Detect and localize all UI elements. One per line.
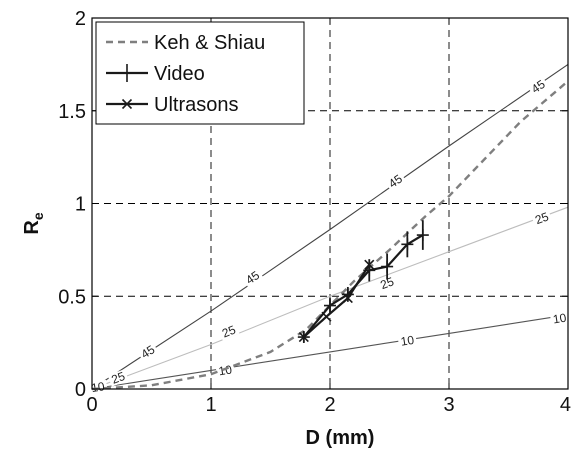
contour-label-10-1: 10 <box>218 362 234 378</box>
legend: Keh & Shiau Video Ultrasons <box>95 21 305 125</box>
contour-label-bg-10-2 <box>397 333 418 349</box>
legend-label-keh-shiau: Keh & Shiau <box>154 32 265 54</box>
series-ultrasons <box>298 259 375 343</box>
contour-label-bg-45-0 <box>137 341 159 362</box>
contour-label-bg-10-1 <box>215 363 236 378</box>
contour-label-bg-10-0 <box>88 379 108 395</box>
series-line-keh-shiau <box>91 80 569 391</box>
contour-label-25-1: 25 <box>220 322 238 340</box>
marker-video-6 <box>416 229 429 242</box>
x-tick-label-2: 2 <box>324 394 335 416</box>
contour-label-bg-45-2 <box>384 171 407 192</box>
contour-label-10-2: 10 <box>400 333 416 349</box>
axis-ticks <box>91 17 569 390</box>
contour-label-45-1: 45 <box>243 268 262 287</box>
series-keh-shiau <box>91 80 569 391</box>
y-tick-label-0: 0 <box>75 379 86 401</box>
x-tick-label-4: 4 <box>560 394 571 416</box>
x-tick-label-3: 3 <box>443 394 454 416</box>
series-line-ultrasons <box>303 264 371 338</box>
contour-line-45 <box>91 63 569 390</box>
y-axis-title: Re <box>21 212 46 234</box>
contour-label-bg-25-2 <box>376 274 398 293</box>
y-axis-title-main: R <box>21 220 43 235</box>
y-tick-label-3: 1.5 <box>58 101 86 123</box>
marker-ultrasons-1 <box>321 311 332 322</box>
contour-label-25-3: 25 <box>533 209 551 227</box>
contour-label-bg-45-1 <box>241 267 264 288</box>
marker-ultrasons-3 <box>364 259 375 270</box>
contour-label-25-2: 25 <box>378 274 396 292</box>
contour-label-bg-25-3 <box>531 209 553 228</box>
marker-video-1 <box>324 299 336 312</box>
marker-ultrasons-0 <box>298 331 309 343</box>
legend-marker-ultrasons <box>121 98 133 110</box>
contour-line-25 <box>91 206 569 390</box>
x-axis-title: D (mm) <box>306 427 375 449</box>
contour-label-bg-45-3 <box>527 76 550 97</box>
contour-label-bg-25-1 <box>218 322 240 341</box>
x-tick-label-1: 1 <box>205 394 216 416</box>
y-axis-title-subscript: e <box>30 212 46 220</box>
legend-marker-video <box>121 64 133 82</box>
contour-lines <box>91 63 569 390</box>
contour-label-10-3: 10 <box>552 311 568 327</box>
x-tick-labels: 0 1 2 3 4 <box>86 394 571 416</box>
marker-video-5 <box>401 238 414 251</box>
x-tick-label-0: 0 <box>86 394 97 416</box>
contour-label-bg-25-0 <box>107 369 129 387</box>
contour-label-10-0: 10 <box>90 379 106 395</box>
marker-video-4 <box>381 260 394 273</box>
contour-label-25-0: 25 <box>109 369 127 387</box>
y-tick-labels: 0 0.5 1 1.5 2 <box>58 8 86 401</box>
contour-line-10 <box>91 314 569 390</box>
y-tick-label-1: 0.5 <box>58 286 86 308</box>
contour-label-bg-10-3 <box>549 311 570 326</box>
marker-ultrasons-2 <box>342 293 353 304</box>
contour-label-45-0: 45 <box>139 342 158 361</box>
data-series <box>91 80 569 391</box>
legend-items: Keh & Shiau Video Ultrasons <box>106 32 265 116</box>
legend-label-video: Video <box>154 63 205 85</box>
y-tick-label-2: 1 <box>75 194 86 216</box>
y-tick-label-4: 2 <box>75 8 86 30</box>
legend-label-ultrasons: Ultrasons <box>154 94 238 116</box>
